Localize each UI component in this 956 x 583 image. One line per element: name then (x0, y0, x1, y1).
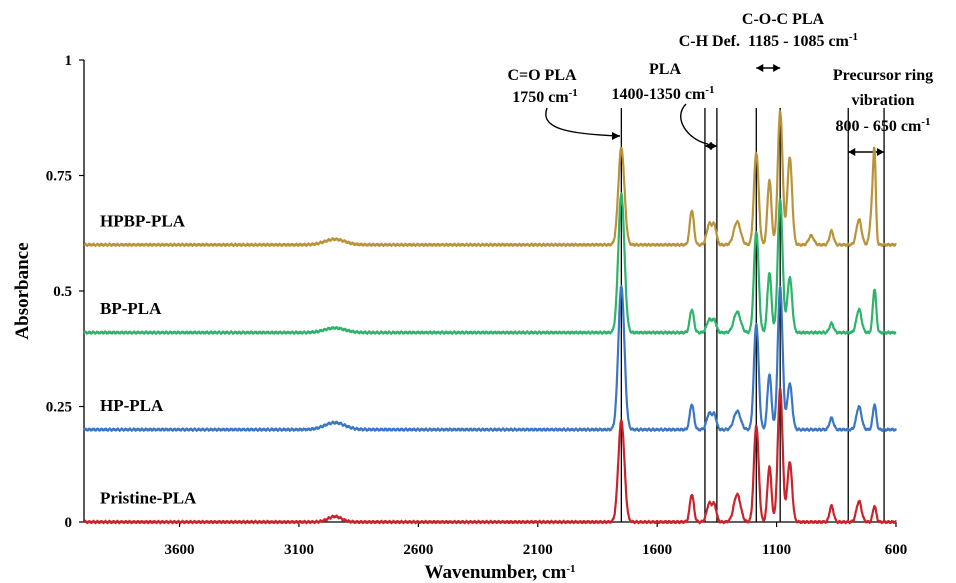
precursor-range-arrow-head-left (848, 148, 856, 156)
y-tick-label: 0.75 (46, 169, 72, 185)
series-line-bp-pla (83, 192, 897, 335)
series-line-hp-pla (82, 284, 898, 432)
x-tick-label: 2100 (523, 542, 553, 558)
series-line-pristine-pla (83, 387, 897, 525)
co-leader (545, 107, 621, 137)
coc-range-arrow-head-right (773, 64, 781, 72)
x-tick-label: 600 (885, 542, 908, 558)
x-tick-label: 3600 (165, 542, 195, 558)
x-tick-label: 2600 (403, 542, 433, 558)
ch-leader (680, 103, 709, 145)
annotation-precursor-line2: vibration (851, 92, 914, 109)
ch-range-arrow-head-right (709, 142, 717, 150)
series-label-bp-pla: BP-PLA (100, 299, 162, 318)
annotation-coc-line2: 1185 - 1085 cm-1 (748, 31, 858, 50)
x-tick-label: 1600 (642, 542, 672, 558)
series-line-hpbp-pla (83, 110, 897, 248)
annotation-ch-line2: PLA (649, 61, 681, 78)
series-label-hpbp-pla: HPBP-PLA (100, 211, 186, 230)
precursor-range-arrow-head-right (877, 148, 885, 156)
series-group (82, 110, 898, 525)
y-tick-label: 0.5 (53, 284, 72, 300)
annotation-ch-line1: C-H Def. (679, 33, 740, 50)
annotation-precursor-line1: Precursor ring (833, 67, 933, 84)
series-label-hp-pla: HP-PLA (100, 396, 164, 415)
x-tick-label: 3100 (284, 542, 314, 558)
reference-lines (545, 64, 885, 522)
y-tick-label: 0 (65, 515, 73, 531)
y-axis-title: Absorbance (12, 242, 33, 339)
axes: 0 0.25 0.5 0.75 1 3600 3100 2600 2100 1600 1100 600… (12, 53, 907, 583)
x-axis-title: Wavenumber, cm-1 (425, 562, 576, 583)
coc-range-arrow-head-left (756, 64, 764, 72)
annotation-coc-line1: C-O-C PLA (742, 11, 825, 28)
annotation-precursor-line3: 800 - 650 cm-1 (836, 116, 931, 135)
x-tick-label: 1100 (762, 542, 791, 558)
y-tick-label: 1 (65, 53, 73, 69)
annotation-co-line2: 1750 cm-1 (512, 87, 578, 106)
labels: HPBP-PLA BP-PLA HP-PLA Pristine-PLA C=O PLA 1… (100, 11, 933, 508)
y-tick-label: 0.25 (46, 400, 72, 416)
series-label-pristine-pla: Pristine-PLA (100, 489, 197, 508)
co-leader-head (612, 132, 620, 140)
annotation-ch-line3: 1400-1350 cm-1 (612, 84, 715, 103)
annotation-co-line1: C=O PLA (507, 67, 577, 84)
